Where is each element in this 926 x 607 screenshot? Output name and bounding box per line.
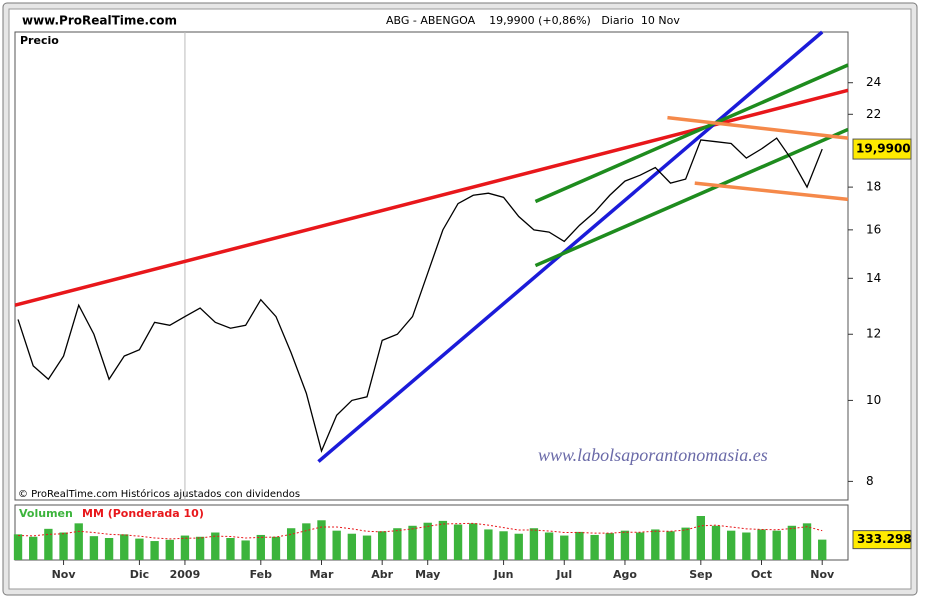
volume-bar (711, 525, 721, 560)
trendline (694, 181, 849, 202)
volume-bar (29, 536, 38, 560)
volume-bar (135, 538, 144, 560)
volume-bar (302, 523, 311, 560)
x-tick-label: Jul (555, 568, 572, 581)
volume-bar (469, 523, 478, 560)
y-label: Precio (20, 34, 59, 47)
x-tick-label: Dic (130, 568, 149, 581)
volume-bar (696, 516, 705, 560)
y-tick-label: 22 (866, 107, 881, 121)
footnote: © ProRealTime.com Históricos ajustados c… (18, 488, 300, 500)
volume-bar (44, 528, 53, 560)
volume-bar (484, 529, 493, 560)
volume-label: 333.298 (857, 532, 912, 546)
volume-bar (818, 539, 827, 560)
volume-bar (120, 534, 129, 560)
price-line (17, 137, 823, 453)
volume-bar (362, 535, 372, 560)
volume-bar (59, 532, 68, 560)
volume-bar (332, 530, 341, 560)
volume-bar (195, 536, 205, 560)
volume-bar (529, 528, 539, 560)
x-tick-label: Nov (52, 568, 77, 581)
chart-title: ABG - ABENGOA 19,9900 (+0,86%) Diario 10… (386, 14, 680, 27)
y-tick-label: 14 (866, 271, 881, 285)
volume-bar (256, 534, 265, 560)
volume-bar (772, 530, 781, 560)
volume-bar (211, 532, 220, 560)
watermark: www.labolsaporantonomasia.es (538, 445, 768, 465)
y-tick-label: 8 (866, 474, 874, 488)
volume-bar (286, 528, 296, 560)
volume-bar (590, 534, 599, 560)
volume-bar (514, 533, 523, 560)
volume-bar (726, 530, 736, 560)
volume-bar (635, 532, 645, 560)
trendline (317, 30, 824, 463)
ma-legend: MM (Ponderada 10) (82, 507, 204, 520)
volume-bar (423, 522, 432, 560)
ma-line (18, 522, 823, 540)
volume-bar (666, 531, 675, 560)
volume-bar (438, 520, 448, 560)
volume-bar (802, 523, 812, 560)
volume-bar (681, 527, 690, 560)
price-panel (14, 31, 849, 501)
volume-bar (271, 536, 281, 560)
x-tick-label: May (415, 568, 440, 581)
volume-bar (13, 534, 23, 560)
volume-bar (787, 525, 797, 560)
x-tick-label: Nov (810, 568, 835, 581)
volume-bar (317, 520, 326, 560)
volume-bar (180, 535, 190, 560)
volume-bar (499, 531, 508, 560)
x-tick-label: 2009 (170, 568, 201, 581)
y-tick-label: 18 (866, 180, 881, 194)
x-tick-label: Mar (310, 568, 334, 581)
volume-bar (453, 524, 463, 560)
y-tick-label: 10 (866, 393, 881, 407)
volume-bar (605, 533, 614, 560)
site-label: www.ProRealTime.com (22, 14, 177, 28)
trendline (667, 115, 849, 140)
volume-bar (560, 535, 569, 560)
trendline (534, 127, 849, 268)
y-tick-label: 24 (866, 75, 881, 89)
volume-bar (393, 528, 402, 560)
volume-bar (408, 525, 417, 560)
volume-bar (347, 533, 357, 560)
trendline (534, 63, 849, 204)
volume-bar (165, 539, 174, 560)
volume-bar (226, 538, 235, 560)
volume-label-box (852, 530, 912, 550)
volume-bar (757, 529, 766, 560)
volume-bar (742, 532, 751, 560)
last-price-label: 19,9900 (856, 142, 911, 156)
volume-bar (241, 540, 250, 560)
volume-bar (651, 529, 660, 560)
volume-bar (74, 523, 83, 560)
volume-legend: Volumen (19, 507, 73, 520)
volume-bar (104, 538, 114, 560)
volume-bar (544, 532, 554, 560)
volume-bar (620, 530, 630, 560)
x-tick-label: Jun (493, 568, 514, 581)
volume-bar (150, 541, 159, 560)
x-tick-label: Sep (689, 568, 712, 581)
last-price-box (852, 138, 912, 160)
x-tick-label: Ago (613, 568, 637, 581)
x-tick-label: Abr (371, 568, 393, 581)
volume-bar (378, 531, 387, 560)
volume-bar (89, 536, 99, 560)
volume-bar (575, 531, 584, 560)
y-tick-label: 16 (866, 222, 881, 236)
x-tick-label: Feb (250, 568, 273, 581)
x-tick-label: Oct (751, 568, 772, 581)
y-tick-label: 12 (866, 327, 881, 341)
